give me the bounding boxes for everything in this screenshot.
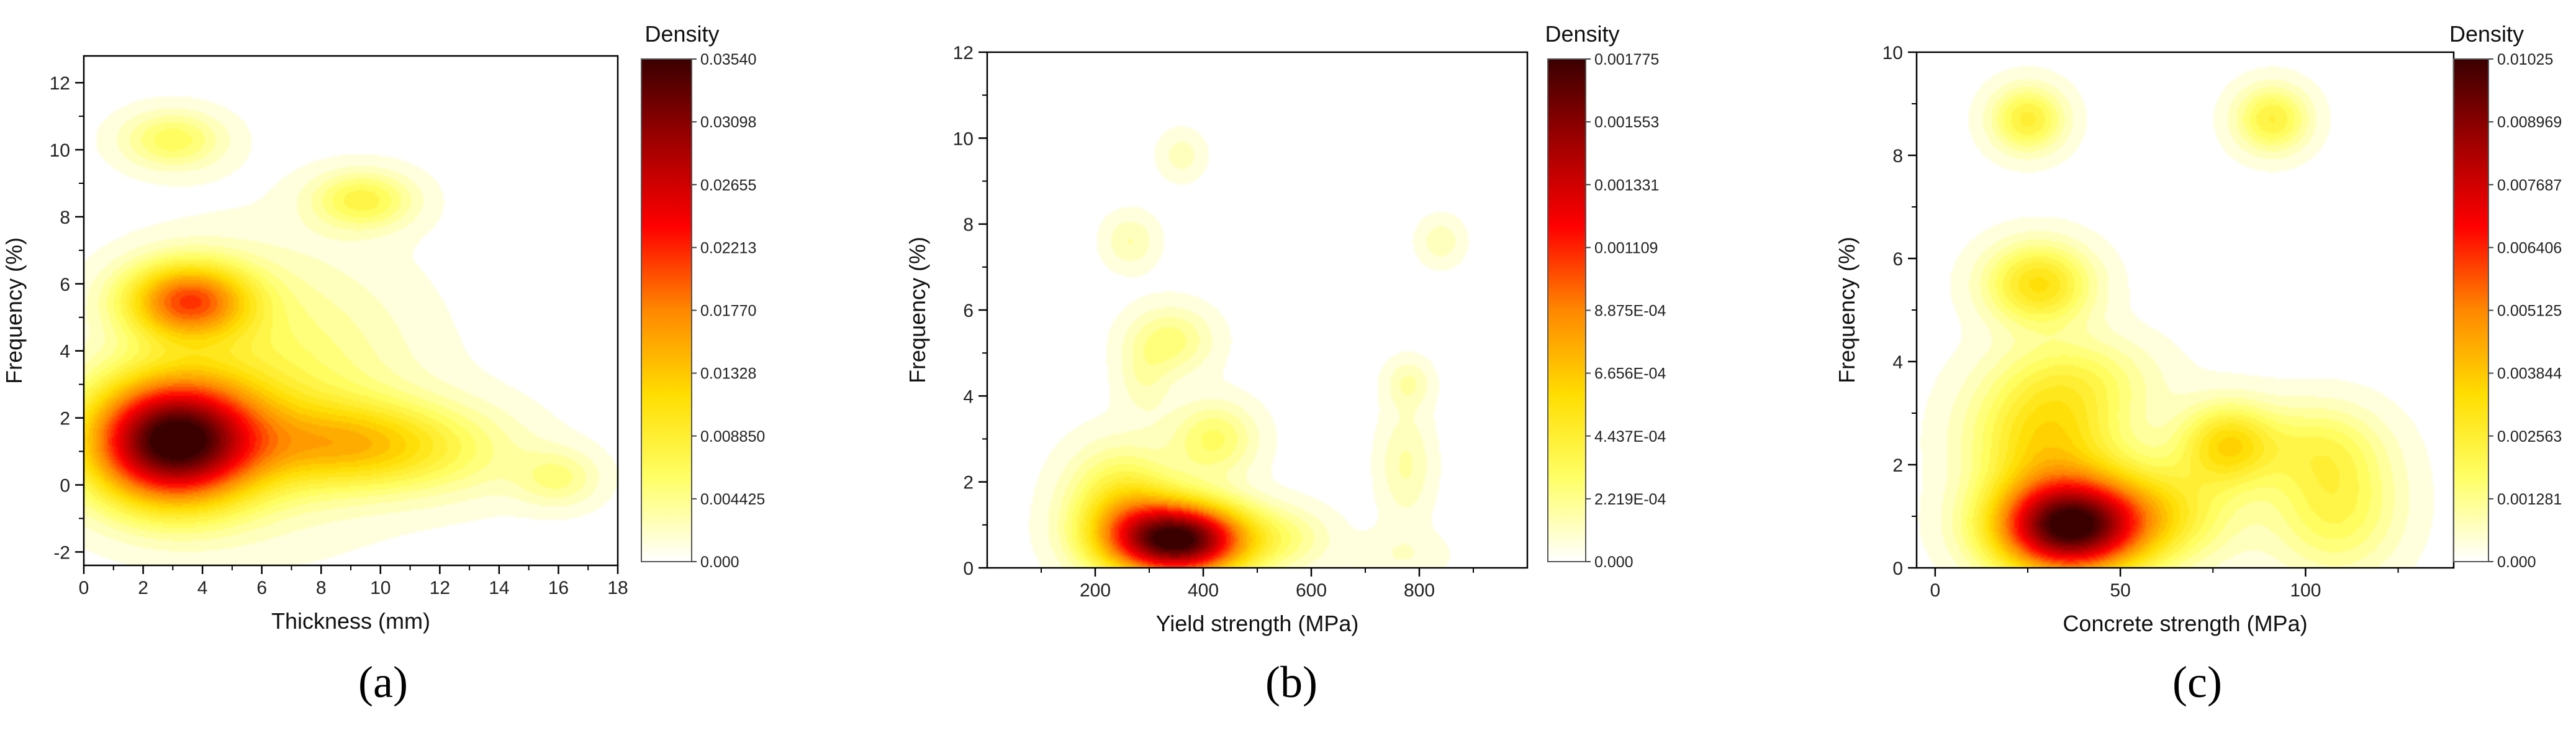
- x-tick-label: 6: [256, 578, 267, 598]
- y-tick-label: 8: [1892, 146, 1903, 167]
- x-tick-label: 18: [607, 578, 628, 598]
- y-axis-title: Frequency (%): [1834, 237, 1860, 383]
- panel-label: (c): [2172, 657, 2222, 707]
- y-tick-label: 10: [953, 129, 974, 149]
- x-tick-label: 200: [1080, 580, 1111, 601]
- y-tick-label: 0: [1892, 559, 1903, 579]
- panel-c: 0 50 100 0 2 4 6 8 10 Concrete strength (MPa) Freq…: [1834, 21, 2562, 707]
- y-tick-label: 12: [50, 73, 70, 94]
- colorbar-label: 0.000: [700, 554, 739, 571]
- x-tick-label: 0: [79, 578, 89, 598]
- colorbar-label: 0.01770: [700, 303, 756, 320]
- y-tick-label: 0: [963, 559, 974, 579]
- x-tick-label: 2: [138, 578, 148, 598]
- colorbar-label: 0.02213: [700, 239, 756, 257]
- density-heatmap: [1917, 52, 2454, 568]
- colorbar-label: 0.008850: [700, 428, 765, 445]
- colorbar-label: 0.001775: [1594, 51, 1659, 68]
- x-tick-label: 800: [1404, 580, 1435, 601]
- colorbar: [2453, 58, 2489, 562]
- colorbar-label: 0.001331: [1594, 176, 1659, 194]
- x-axis-title: Yield strength (MPa): [1156, 611, 1359, 636]
- colorbar-label: 4.437E-04: [1594, 428, 1666, 445]
- x-axis-title: Concrete strength (MPa): [2063, 611, 2307, 636]
- colorbar-label: 0.03098: [700, 114, 756, 131]
- y-axis-title: Frequency (%): [905, 237, 930, 383]
- panel-label: (a): [358, 657, 408, 707]
- colorbar-label: 0.005125: [2497, 303, 2562, 320]
- x-tick-label: 10: [370, 578, 391, 598]
- colorbar-label: 0.001553: [1594, 114, 1659, 131]
- colorbar-title: Density: [644, 21, 719, 47]
- x-tick-label: 14: [489, 578, 509, 598]
- colorbar-label: 0.004425: [700, 491, 765, 508]
- colorbar-label: 2.219E-04: [1594, 491, 1666, 508]
- x-tick-label: 12: [430, 578, 450, 598]
- colorbar-title: Density: [1545, 21, 1619, 47]
- colorbar-label: 0.001109: [1594, 239, 1658, 257]
- density-heatmap: [987, 52, 1527, 568]
- x-tick-label: 50: [2110, 580, 2130, 601]
- x-tick-label: 4: [197, 578, 208, 598]
- colorbar-label: 0.01025: [2497, 51, 2553, 68]
- colorbar-label: 0.007687: [2497, 176, 2562, 194]
- colorbar-label: 0.006406: [2497, 239, 2562, 257]
- density-heatmap: [84, 56, 618, 565]
- x-tick-label: 400: [1188, 580, 1219, 601]
- x-tick-label: 16: [548, 578, 569, 598]
- colorbar-label: 0.01328: [700, 365, 756, 383]
- x-axis-title: Thickness (mm): [271, 608, 430, 634]
- y-tick-label: 4: [60, 342, 70, 362]
- colorbar-label: 0.000: [1594, 554, 1634, 571]
- colorbar-label: 0.000: [2497, 554, 2536, 571]
- colorbar: [1547, 58, 1586, 562]
- y-axis-title: Frequency (%): [1, 237, 27, 384]
- y-tick-label: 2: [963, 473, 974, 493]
- colorbar: [641, 58, 692, 562]
- y-tick-label: -2: [53, 542, 70, 563]
- y-tick-label: 8: [963, 215, 974, 235]
- y-tick-label: 2: [1892, 455, 1903, 476]
- y-tick-label: 2: [60, 409, 70, 429]
- y-tick-label: 6: [963, 301, 974, 321]
- y-tick-label: 0: [60, 476, 70, 496]
- y-tick-label: 4: [1892, 352, 1903, 373]
- colorbar-label: 0.02655: [700, 176, 756, 194]
- x-tick-label: 600: [1296, 580, 1327, 601]
- y-tick-label: 8: [60, 208, 70, 228]
- y-tick-label: 6: [1892, 249, 1903, 270]
- x-tick-label: 8: [316, 578, 327, 598]
- y-tick-label: 4: [963, 386, 974, 407]
- colorbar-label: 0.001281: [2497, 491, 2562, 508]
- y-tick-label: 12: [953, 43, 974, 63]
- panel-b: 200 400 600 800 0 2 4 6 8 10 12 Yield strength (MPa…: [905, 21, 1666, 707]
- colorbar-label: 0.008969: [2497, 114, 2562, 131]
- y-tick-label: 10: [50, 140, 70, 161]
- colorbar-label: 0.002563: [2497, 428, 2562, 445]
- x-tick-label: 0: [1930, 580, 1940, 601]
- y-tick-label: 10: [1882, 43, 1903, 63]
- panel-label: (b): [1265, 657, 1317, 707]
- colorbar-title: Density: [2449, 21, 2524, 47]
- colorbar-label: 6.656E-04: [1594, 365, 1666, 383]
- y-tick-label: 6: [60, 275, 70, 295]
- x-tick-label: 100: [2290, 580, 2321, 601]
- colorbar-label: 8.875E-04: [1594, 303, 1666, 320]
- colorbar-label: 0.03540: [700, 51, 756, 68]
- colorbar-label: 0.003844: [2497, 365, 2562, 383]
